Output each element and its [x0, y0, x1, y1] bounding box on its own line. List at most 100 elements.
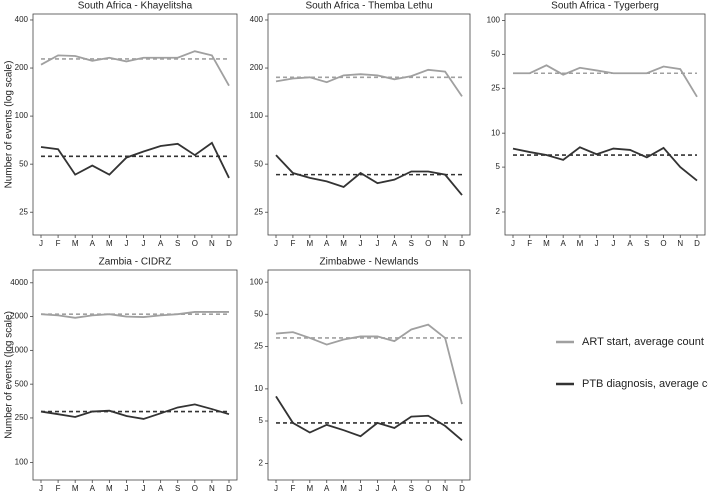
x-tick-label: O [425, 484, 431, 493]
x-tick-label: N [442, 484, 448, 493]
y-tick-label: 10 [254, 384, 263, 393]
x-tick-label: J [124, 239, 128, 248]
legend-label: ART start, average count [582, 336, 704, 348]
x-tick-label: S [175, 484, 180, 493]
x-tick-label: J [595, 239, 599, 248]
x-tick-label: S [644, 239, 649, 248]
panel-title: Zambia - CIDRZ [99, 257, 172, 268]
panel-title: South Africa - Tygerberg [551, 1, 659, 12]
y-tick-label: 100 [15, 111, 29, 120]
series-line [40, 141, 230, 179]
x-tick-label: O [660, 239, 666, 248]
plot-frame [32, 13, 238, 236]
x-tick-label: M [306, 239, 313, 248]
y-tick-label: 50 [491, 49, 500, 58]
series-line [40, 311, 229, 319]
y-tick-label: 400 [15, 15, 29, 24]
y-tick-label: 200 [250, 63, 264, 72]
x-tick-label: J [359, 239, 363, 248]
x-tick-label: O [425, 239, 431, 248]
x-tick-label: M [340, 484, 347, 493]
y-axis-label: Number of events (log scale) [4, 61, 15, 189]
x-tick-label: J [142, 239, 146, 248]
y-tick-label: 2000 [10, 312, 28, 321]
y-tick-label: 100 [250, 111, 264, 120]
x-tick-label: D [226, 239, 232, 248]
x-tick-label: M [577, 239, 584, 248]
panel-title: Zimbabwe - Newlands [320, 257, 419, 268]
y-tick-label: 1000 [10, 345, 28, 354]
x-tick-label: F [527, 239, 532, 248]
x-tick-label: M [72, 484, 79, 493]
x-tick-label: S [175, 239, 180, 248]
x-tick-label: J [274, 239, 278, 248]
x-tick-label: M [106, 239, 113, 248]
x-tick-label: M [340, 239, 347, 248]
series-line [275, 154, 463, 196]
y-tick-label: 10 [491, 128, 500, 137]
y-tick-label: 5 [496, 162, 501, 171]
x-tick-label: J [375, 484, 379, 493]
x-tick-label: A [324, 484, 330, 493]
x-tick-label: J [511, 239, 515, 248]
x-tick-label: N [209, 484, 215, 493]
x-tick-label: A [392, 239, 398, 248]
x-tick-label: M [106, 484, 113, 493]
x-tick-label: M [306, 484, 313, 493]
y-tick-label: 100 [487, 16, 501, 25]
series-line [40, 50, 230, 87]
y-tick-label: 50 [254, 309, 263, 318]
x-tick-label: M [543, 239, 550, 248]
x-tick-label: D [459, 239, 465, 248]
x-tick-label: N [677, 239, 683, 248]
x-tick-label: J [274, 484, 278, 493]
panel-title: South Africa - Themba Lethu [305, 1, 432, 12]
x-tick-label: J [124, 484, 128, 493]
x-tick-label: J [142, 484, 146, 493]
x-tick-label: D [459, 484, 465, 493]
x-tick-label: J [39, 239, 43, 248]
x-tick-label: J [375, 239, 379, 248]
y-tick-label: 200 [15, 63, 29, 72]
x-tick-label: A [392, 484, 398, 493]
y-tick-label: 500 [15, 379, 29, 388]
y-tick-label: 400 [250, 15, 264, 24]
x-tick-label: J [611, 239, 615, 248]
y-tick-label: 5 [259, 416, 264, 425]
y-tick-label: 100 [250, 277, 264, 286]
x-tick-label: N [442, 239, 448, 248]
y-tick-label: 25 [19, 207, 28, 216]
y-tick-label: 4000 [10, 278, 28, 287]
y-tick-label: 50 [254, 159, 263, 168]
panel-title: South Africa - Khayelitsha [78, 1, 193, 12]
series-line [275, 68, 463, 97]
x-tick-label: A [158, 239, 164, 248]
x-tick-label: N [209, 239, 215, 248]
x-tick-label: S [409, 239, 414, 248]
x-tick-label: A [627, 239, 633, 248]
plot-frame [267, 13, 471, 236]
series-line [512, 146, 698, 182]
x-tick-label: D [694, 239, 700, 248]
x-tick-label: A [90, 484, 96, 493]
x-tick-label: A [158, 484, 164, 493]
x-tick-label: A [90, 239, 96, 248]
series-line [513, 64, 698, 98]
x-tick-label: J [359, 484, 363, 493]
x-tick-label: F [290, 239, 295, 248]
x-tick-label: A [561, 239, 567, 248]
x-tick-label: D [226, 484, 232, 493]
series-line [40, 403, 230, 420]
y-tick-label: 2 [259, 459, 264, 468]
y-tick-label: 25 [491, 83, 500, 92]
x-tick-label: F [56, 239, 61, 248]
y-tick-label: 50 [19, 159, 28, 168]
plot-frame [504, 13, 706, 236]
x-tick-label: F [290, 484, 295, 493]
x-tick-label: O [192, 484, 198, 493]
y-tick-label: 25 [254, 342, 263, 351]
x-tick-label: M [72, 239, 79, 248]
y-axis-label: Number of events (log scale) [4, 311, 15, 439]
y-tick-label: 25 [254, 207, 263, 216]
